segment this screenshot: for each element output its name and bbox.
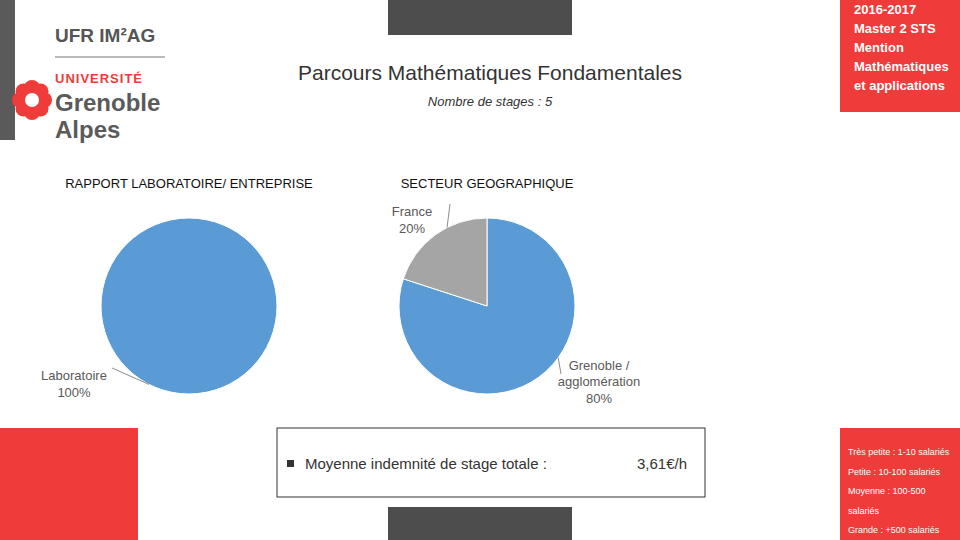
badge-text: 2016-2017: [854, 2, 916, 17]
legend-box: [840, 428, 960, 540]
logo-icon: [12, 80, 52, 120]
leader-line: [447, 204, 450, 228]
data-label-value: 20%: [399, 221, 425, 236]
stipend-value: 3,61€/h: [637, 455, 687, 472]
data-label-category: France: [392, 204, 432, 219]
subtitle: Nombre de stages : 5: [428, 94, 553, 109]
side-strip: [0, 0, 15, 140]
size-legend-text: Petite : 10-100 salariés: [848, 467, 941, 477]
data-label-line: agglomération: [558, 374, 640, 389]
chart-title: SECTEUR GEOGRAPHIQUE: [401, 176, 574, 191]
pie-slice: [101, 218, 277, 394]
badge-text: Master 2 STS: [854, 21, 936, 36]
data-label-line: Laboratoire: [41, 368, 107, 383]
data-label-line: France: [392, 204, 432, 219]
logo: UFR IM²AG UNIVERSITÉ GrenobleAlpes: [12, 25, 165, 143]
size-legend-text: Moyenne : 100-500: [848, 486, 926, 496]
bottom-bar: [388, 507, 572, 540]
chart-title: RAPPORT LABORATOIRE/ ENTREPRISE: [65, 176, 313, 191]
top-bar: [388, 0, 572, 35]
logo-city: Grenoble: [55, 89, 160, 116]
badge-text: Mention: [854, 40, 904, 55]
leader-line: [112, 368, 149, 384]
data-label-value: 100%: [57, 385, 91, 400]
slide: UFR IM²AG UNIVERSITÉ GrenobleAlpes Parcours…: [0, 0, 960, 540]
pie: Grenoble /agglomération 80% France 20%: [392, 204, 640, 406]
leader-line: [558, 358, 561, 374]
logo-unit: UFR IM²AG: [55, 25, 155, 46]
logo-core: [25, 93, 39, 107]
badge-text: Mathématiques: [854, 59, 949, 74]
size-legend-text: salariés: [848, 506, 880, 516]
size-legend-text: Grande : +500 salariés: [848, 525, 940, 535]
data-label-line: Grenoble /: [569, 358, 630, 373]
corner-block: [0, 428, 138, 540]
logo-university: UNIVERSITÉ: [55, 71, 143, 86]
pie-slice: [399, 218, 575, 394]
data-label-category: Grenoble /agglomération: [558, 358, 640, 389]
data-label-category: Laboratoire: [41, 368, 107, 383]
title: Parcours Mathématiques Fondamentales: [298, 61, 682, 84]
logo-city: Alpes: [55, 116, 120, 143]
stipend-box: [277, 428, 705, 497]
stipend-bullet: [287, 460, 294, 467]
logo-rule: [55, 57, 165, 58]
badge-text: et applications: [854, 78, 945, 93]
data-label-value: 80%: [586, 391, 612, 406]
stipend-label: Moyenne indemnité de stage totale :: [305, 455, 547, 472]
pie: Laboratoire 100%: [41, 218, 277, 400]
badge-box: [840, 0, 960, 112]
size-legend-text: Très petite : 1-10 salariés: [848, 447, 950, 457]
